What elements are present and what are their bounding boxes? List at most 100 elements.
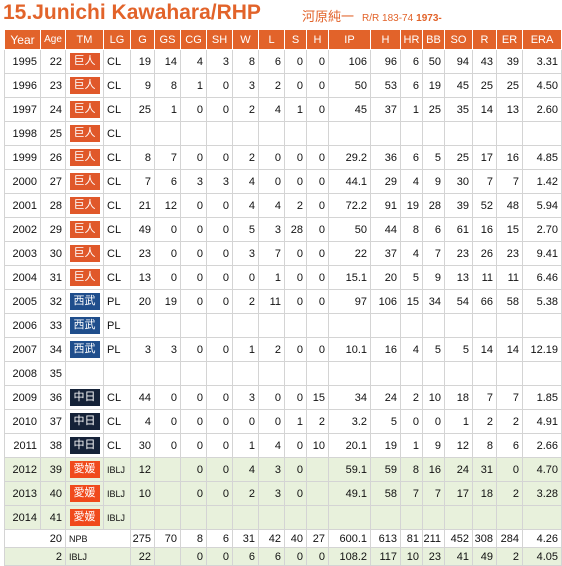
stat-cell: 0	[180, 265, 207, 290]
page-title: 15.Junichi Kawahara/RHP	[3, 1, 261, 24]
table-row: 1996 23 巨人 CL 9 8 1 0 3 2 0 0 50 53 6 19 45 25 25 4.50	[4, 73, 562, 98]
team-cell: 西武	[65, 313, 104, 338]
stat-cell: 8	[130, 145, 155, 170]
team-cell: 中日	[65, 433, 104, 458]
stat-cell: 0	[306, 289, 329, 314]
stat-cell: 4	[232, 193, 259, 218]
age-cell: 23	[40, 73, 66, 98]
stat-cell: 0	[306, 547, 329, 566]
stat-cell: 25	[444, 145, 473, 170]
stat-cell	[306, 505, 329, 530]
stat-cell: 0	[258, 145, 285, 170]
table-row: 1999 26 巨人 CL 8 7 0 0 2 0 0 0 29.2 36 6 5 25 17 16 4.85	[4, 145, 562, 170]
stat-cell: 25	[422, 97, 445, 122]
stat-cell: 3	[258, 217, 285, 242]
stat-cell: 9	[130, 73, 155, 98]
league-cell: CL	[103, 193, 131, 218]
stat-cell: 7	[422, 241, 445, 266]
stat-cell: 58	[370, 481, 401, 506]
stat-cell	[400, 505, 423, 530]
stat-cell: 2	[232, 145, 259, 170]
stat-cell: 0	[284, 481, 307, 506]
stat-cell	[206, 361, 233, 386]
team-cell: 巨人	[65, 193, 104, 218]
column-header: S	[284, 29, 307, 50]
stat-cell: 0	[180, 385, 207, 410]
stat-cell: 4	[400, 241, 423, 266]
year-cell: 2010	[4, 409, 41, 434]
stat-cell: 15	[400, 289, 423, 314]
stat-cell	[206, 313, 233, 338]
team-cell: 巨人	[65, 265, 104, 290]
stat-cell: 0	[306, 265, 329, 290]
stat-cell: 0	[180, 457, 207, 482]
team-badge: 巨人	[69, 125, 100, 142]
stat-cell: 7	[496, 385, 523, 410]
stat-cell: 9.41	[522, 241, 562, 266]
year-cell: 2012	[4, 457, 41, 482]
stat-cell: 24	[370, 385, 401, 410]
team-badge: 巨人	[69, 77, 100, 94]
team-cell: 愛媛	[65, 505, 104, 530]
column-header: H	[306, 29, 329, 50]
stat-cell	[284, 505, 307, 530]
column-header: TM	[65, 29, 104, 50]
stat-cell: 0	[306, 97, 329, 122]
stat-cell: 97	[328, 289, 371, 314]
year-cell: 1998	[4, 121, 41, 146]
stat-cell	[444, 313, 473, 338]
stat-cell: 3.31	[522, 49, 562, 74]
stat-cell: 81	[400, 529, 423, 548]
stat-cell: 284	[496, 529, 523, 548]
league-cell: CL	[103, 217, 131, 242]
column-header: G	[130, 29, 155, 50]
stat-cell	[496, 313, 523, 338]
stat-cell: 29.2	[328, 145, 371, 170]
team-badge: 愛媛	[69, 509, 100, 526]
stat-cell: 6	[154, 169, 181, 194]
stat-cell	[130, 121, 155, 146]
stat-cell: 3	[180, 169, 207, 194]
age-cell: 38	[40, 433, 66, 458]
stat-cell: 19	[130, 49, 155, 74]
stat-cell	[422, 121, 445, 146]
stat-cell: 45	[444, 73, 473, 98]
stat-cell	[370, 121, 401, 146]
stat-cell: 0	[206, 241, 233, 266]
total-league-cell: NPB	[65, 529, 131, 548]
stat-cell: 0	[206, 547, 233, 566]
total-years-cell: 20	[4, 529, 66, 548]
stat-cell: 0	[206, 97, 233, 122]
stat-cell: 31	[232, 529, 259, 548]
stat-cell: 452	[444, 529, 473, 548]
stat-cell: 275	[130, 529, 155, 548]
stat-cell: 1	[444, 409, 473, 434]
table-header-row: Year Age TM LG G GS CG SH W L S H IP H HR BB SO R ER ERA	[4, 29, 562, 50]
stat-cell: 8	[400, 217, 423, 242]
stat-cell: 3	[232, 385, 259, 410]
stat-cell: 308	[472, 529, 497, 548]
stat-cell: 10	[306, 433, 329, 458]
column-header: L	[258, 29, 285, 50]
stat-cell	[522, 505, 562, 530]
stat-cell: 1	[400, 433, 423, 458]
stat-cell	[522, 121, 562, 146]
team-cell: 愛媛	[65, 457, 104, 482]
stat-cell: 0	[284, 337, 307, 362]
stat-cell: 4	[232, 457, 259, 482]
team-badge: 中日	[69, 413, 100, 430]
stat-cell	[472, 361, 497, 386]
stat-cell: 2	[496, 409, 523, 434]
table-row: 2006 33 西武 PL	[4, 313, 562, 338]
team-badge: 巨人	[69, 53, 100, 70]
column-header: CG	[180, 29, 207, 50]
league-cell: CL	[103, 409, 131, 434]
stat-cell: 34	[328, 385, 371, 410]
stat-cell: 0	[180, 481, 207, 506]
stat-cell: 2.66	[522, 433, 562, 458]
stat-cell	[258, 121, 285, 146]
stat-cell: 6	[232, 547, 259, 566]
stat-cell: 18	[472, 481, 497, 506]
league-cell: CL	[103, 145, 131, 170]
stat-cell	[232, 505, 259, 530]
